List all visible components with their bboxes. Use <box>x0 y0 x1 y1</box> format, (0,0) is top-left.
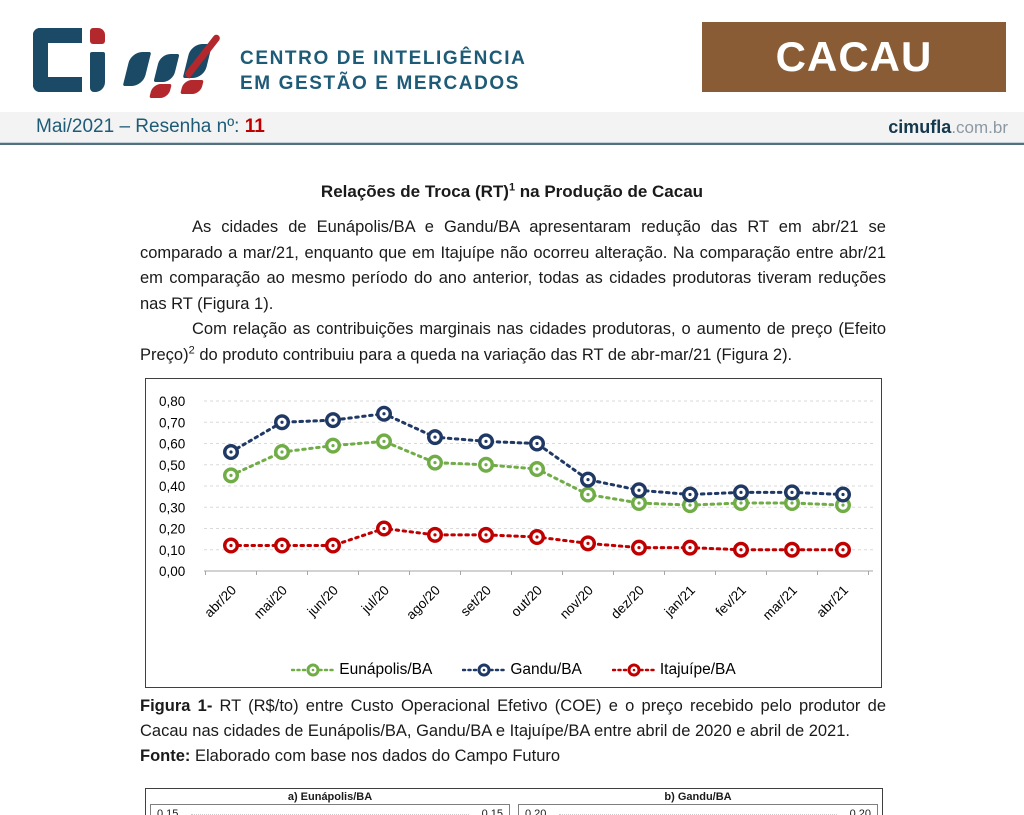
legend-label: Eunápolis/BA <box>339 661 433 678</box>
figure2-ytick-label: 0,15 <box>157 808 179 815</box>
figure2-panel-a: a) Eunápolis/BA0,150,150,100,10 <box>150 791 510 815</box>
figure2-ytick-label: 0,15 <box>481 808 503 815</box>
legend-marker-icon <box>611 663 656 677</box>
y-axis-tick-label: 0,30 <box>159 500 185 515</box>
figure2-panel-title: a) Eunápolis/BA <box>287 791 373 803</box>
y-axis-tick-label: 0,80 <box>159 394 185 409</box>
figure1-caption: Figura 1- RT (R$/to) entre Custo Operaci… <box>140 694 886 769</box>
series-Gandu/BA <box>222 405 852 503</box>
legend-marker-icon <box>462 663 507 677</box>
issue-prefix: Mai/2021 – Resenha nº: <box>36 116 245 137</box>
logo-letter-c <box>33 28 82 92</box>
site-link[interactable]: cimufla.com.br <box>888 117 1008 138</box>
figure1-legend: Eunápolis/BA Gandu/BA Itajuípe/BA <box>146 661 881 679</box>
brand-line1: CENTRO DE INTELIGÊNCIA <box>240 48 527 69</box>
site-name[interactable]: cimufla <box>888 116 952 137</box>
legend-label: Itajuípe/BA <box>659 661 736 678</box>
paragraph-2-footnote-sup: 2 <box>188 344 195 356</box>
x-axis-tick-label: jul/20 <box>358 583 392 617</box>
figure2-panel-plot: 0,200,200,150,15 <box>518 804 878 815</box>
y-axis-tick-label: 0,40 <box>159 479 185 494</box>
x-axis-tick-label: abr/20 <box>201 583 239 621</box>
logo-i-stem <box>90 52 105 92</box>
x-axis-tick-label: set/20 <box>458 583 495 620</box>
figure2-panel-plot: 0,150,150,100,10 <box>150 804 510 815</box>
x-axis-tick-label: ago/20 <box>403 583 443 623</box>
paragraph-1: As cidades de Eunápolis/BA e Gandu/BA ap… <box>140 218 886 313</box>
x-axis-tick-label: out/20 <box>508 583 545 620</box>
series-Itajuípe/BA <box>222 520 852 558</box>
y-axis-tick-label: 0,70 <box>159 415 185 430</box>
x-axis-tick-label: jan/21 <box>661 583 698 620</box>
logo-i-dot <box>90 28 105 44</box>
brand-text: CENTRO DE INTELIGÊNCIA EM GESTÃO E MERCA… <box>240 46 526 96</box>
x-axis-tick-label: jun/20 <box>304 583 341 620</box>
figure1-source: Fonte: Elaborado com base nos dados do C… <box>140 747 561 765</box>
legend-marker-icon <box>291 663 336 677</box>
figure1-line-chart: 0,00 0,10 0,20 0,30 0,40 0,50 0,60 0,70 0,80 abr/… <box>145 378 882 688</box>
paragraph-2: Com relação as contribuições marginais n… <box>140 320 886 364</box>
logo-bar-3-bottom <box>180 80 204 94</box>
article-title: Relações de Troca (RT)1 na Produção de C… <box>320 181 704 201</box>
title-footnote-sup: 1 <box>508 181 516 194</box>
logo-bar-2-top <box>153 54 180 82</box>
figure1-caption-text: Figura 1- RT (R$/to) entre Custo Operaci… <box>140 697 886 740</box>
figure2-panel-b: b) Gandu/BA0,200,200,150,15 <box>518 791 878 815</box>
logo-bar-1 <box>122 52 152 86</box>
y-axis-tick-label: 0,00 <box>159 564 185 579</box>
x-axis-tick-label: fev/21 <box>713 583 750 620</box>
y-axis-tick-label: 0,50 <box>159 458 185 473</box>
product-badge: CACAU <box>702 22 1006 92</box>
legend-label: Gandu/BA <box>510 661 582 678</box>
figure2-panels: a) Eunápolis/BA0,150,150,100,10b) Gandu/… <box>145 788 883 815</box>
site-domain[interactable]: .com.br <box>951 117 1008 137</box>
brand-line2: EM GESTÃO E MERCADOS <box>240 73 521 94</box>
header-divider <box>0 142 1024 145</box>
logo-bar-2-bottom <box>149 84 172 98</box>
x-axis-tick-label: mar/21 <box>760 583 800 623</box>
y-axis-tick-label: 0,10 <box>159 543 185 558</box>
legend-item-Itajuípe/BA: Itajuípe/BA <box>611 661 736 679</box>
x-axis-tick-label: dez/20 <box>608 583 647 622</box>
x-axis-tick-label: nov/20 <box>557 583 596 622</box>
figure2-ytick-label: 0,20 <box>525 808 547 815</box>
series-Eunápolis/BA <box>222 433 852 514</box>
figure2-ytick-label: 0,20 <box>849 808 871 815</box>
issue-band: Mai/2021 – Resenha nº: 11 cimufla.com.br <box>0 112 1024 142</box>
x-axis-tick-label: abr/21 <box>813 583 851 621</box>
issue-number: 11 <box>244 116 265 137</box>
issue-line: Mai/2021 – Resenha nº: 11 <box>36 116 265 138</box>
legend-item-Gandu/BA: Gandu/BA <box>462 661 582 679</box>
figure1-plot: 0,00 0,10 0,20 0,30 0,40 0,50 0,60 0,70 0,80 abr/… <box>159 394 873 623</box>
y-axis-tick-label: 0,60 <box>159 437 185 452</box>
legend-item-Eunápolis/BA: Eunápolis/BA <box>291 661 432 679</box>
x-axis-tick-label: mai/20 <box>251 583 290 622</box>
figure2-panel-title: b) Gandu/BA <box>664 791 732 803</box>
y-axis-tick-label: 0,20 <box>159 522 185 537</box>
cim-logo-icon <box>33 14 233 106</box>
